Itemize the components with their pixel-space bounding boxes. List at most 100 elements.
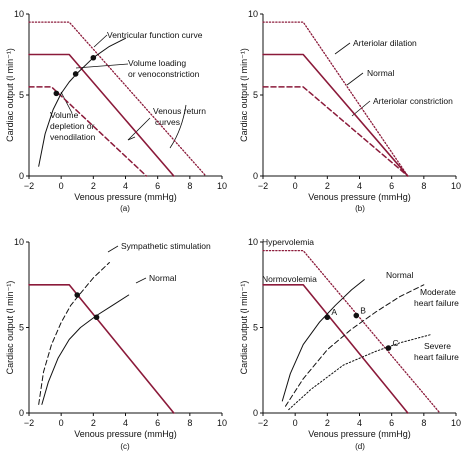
panel-a-x-tick-label: 4: [123, 181, 128, 191]
panel-a-annotation-7: curves: [155, 117, 180, 127]
panel-c-caption: (c): [120, 442, 130, 451]
panel-d-series-1-dotted-maroon: [262, 249, 441, 414]
leader-arc: [169, 104, 187, 149]
panel-d-caption: (d): [355, 442, 365, 451]
panel-d-x-tick-label: 4: [357, 418, 362, 428]
panel-d-annotation-0: Hypervolemia: [262, 237, 314, 247]
panel-c-y-tick-label: 10: [14, 237, 24, 247]
panel-d-x-tick-label: 2: [325, 418, 330, 428]
panel-a-annotation-6: Venous return: [153, 106, 206, 116]
panel-b-annotation-1: Normal: [367, 68, 395, 78]
panel-c-x-tick-label: −2: [24, 418, 34, 428]
panel-b-caption: (b): [355, 204, 365, 213]
panel-c-series-1-solid-black: [41, 294, 130, 405]
panel-a-series-0-solid-maroon: [28, 53, 175, 177]
panel-d-annotation-2: Normal: [386, 270, 414, 280]
panel-d-series-4-dotted-black: [288, 333, 433, 411]
panel-d-annotation-1: Normovolemia: [262, 274, 317, 284]
panel-d-y-tick-label: 5: [253, 323, 258, 333]
leader-normal: [346, 72, 364, 86]
panel-b-y-tick-label: 0: [253, 171, 258, 181]
panel-b-x-tick-label: 8: [421, 181, 426, 191]
panel-a-y-tick-label: 5: [19, 90, 24, 100]
panel-c-point-0: [74, 292, 81, 298]
panel-b-series-1-solid-maroon: [262, 53, 409, 177]
panel-c-y-axis-label: Cardiac output (l min⁻¹): [5, 281, 15, 375]
panel-b-x-tick-label: 4: [357, 181, 362, 191]
panel-d-annotation-5: Severe: [424, 341, 451, 351]
panel-b-x-tick-label: −2: [258, 181, 268, 191]
panel-c-x-axis-label: Venous pressure (mmHg): [74, 429, 177, 439]
panel-d-annotation-4: heart failure: [414, 298, 459, 308]
panel-d-x-tick-label: 0: [293, 418, 298, 428]
panel-d-point-label-b: B: [360, 306, 366, 316]
panel-a-annotation-0: Ventricular function curve: [107, 30, 203, 40]
panel-c-x-tick-label: 0: [59, 418, 64, 428]
panel-c-annotation-0: Sympathetic stimulation: [121, 241, 211, 251]
leader-volume-loading: [75, 63, 129, 69]
panel-c-x-tick-label: 10: [217, 418, 227, 428]
leader-volume-depletion: [60, 91, 73, 114]
panel-c-axes: [28, 242, 222, 414]
panel-b-x-tick-label: 10: [451, 181, 461, 191]
panel-b-annotation-2: Arteriolar constriction: [373, 96, 453, 106]
panel-a-point-2: [53, 90, 60, 97]
panel-a-caption: (a): [120, 204, 130, 213]
panel-a-x-tick-label: 10: [217, 181, 227, 191]
panel-d-y-tick-label: 10: [248, 237, 258, 247]
panel-d-annotation-3: Moderate: [420, 287, 456, 297]
panel-a-x-axis-label: Venous pressure (mmHg): [74, 192, 177, 202]
leader-function-curve: [93, 34, 108, 48]
panel-b-series-0-dotted-maroon: [262, 21, 409, 177]
panel-c-x-tick-label: 8: [187, 418, 192, 428]
panel-c-y-tick-label: 5: [19, 323, 24, 333]
panel-a-annotation-2: or venoconstriction: [128, 69, 200, 79]
panel-c-x-tick-label: 6: [155, 418, 160, 428]
panel-a-x-tick-label: 6: [155, 181, 160, 191]
panel-c-series-2-dashed-black: [38, 262, 110, 405]
panel-a-annotation-5: venodilation: [50, 132, 96, 142]
panel-a-annotation-3: Volume: [50, 110, 79, 120]
panel-c-point-1: [93, 314, 100, 321]
panel-b-series-2-dashed-maroon: [262, 86, 409, 177]
panel-d-x-axis-label: Venous pressure (mmHg): [308, 429, 411, 439]
panel-b-y-tick-label: 5: [253, 90, 258, 100]
panel-d-point-a: [324, 314, 331, 321]
panel-d: Hypervolemia Normovolemia Normal Moderat…: [239, 237, 461, 451]
panel-c-y-tick-label: 0: [19, 408, 24, 418]
panel-a-y-tick-label: 10: [14, 9, 24, 19]
panel-d-y-axis-label: Cardiac output (l min⁻¹): [239, 281, 249, 375]
panel-d-annotation-6: heart failure: [414, 352, 459, 362]
panel-d-axes: [262, 242, 456, 414]
panel-b-x-tick-label: 0: [293, 181, 298, 191]
panel-b-y-axis-label: Cardiac output (l min⁻¹): [239, 48, 249, 142]
panel-b-x-tick-label: 6: [389, 181, 394, 191]
panel-a-y-axis-label: Cardiac output (l min⁻¹): [5, 48, 15, 142]
panel-b: Arteriolar dilation Normal Arteriolar co…: [239, 9, 461, 213]
panel-b-x-axis-label: Venous pressure (mmHg): [308, 192, 411, 202]
panel-d-point-label-a: A: [331, 307, 337, 317]
panel-a-x-tick-label: −2: [24, 181, 34, 191]
leader-venous-return-bracket: [127, 136, 136, 141]
leader-normal-c: [135, 277, 147, 284]
panel-a-series-1-dotted-maroon: [28, 21, 207, 177]
panel-d-series-2-solid-black: [281, 279, 365, 402]
panel-a-point-0: [90, 54, 97, 61]
panel-c-series-0-solid-maroon: [28, 283, 175, 414]
panel-d-y-tick-label: 0: [253, 408, 258, 418]
panel-d-x-tick-label: −2: [258, 418, 268, 428]
panel-d-point-b: [353, 312, 360, 319]
panel-d-series-0-solid-maroon: [262, 283, 409, 414]
panel-c-x-tick-label: 2: [91, 418, 96, 428]
panel-a-x-tick-label: 8: [187, 181, 192, 191]
leader-arteriolar-dilation: [334, 42, 351, 55]
panel-a-x-tick-label: 0: [59, 181, 64, 191]
panel-a-annotation-1: Volume loading: [128, 58, 186, 68]
panel-a: Ventricular function curve Volume loadin…: [5, 9, 227, 213]
panel-a-y-tick-label: 0: [19, 171, 24, 181]
panel-b-y-tick-label: 10: [248, 9, 258, 19]
panel-a-annotation-4: depletion or: [50, 121, 95, 131]
panel-c: Sympathetic stimulation Normal −2 0 2 4 6 8 10…: [5, 237, 227, 451]
